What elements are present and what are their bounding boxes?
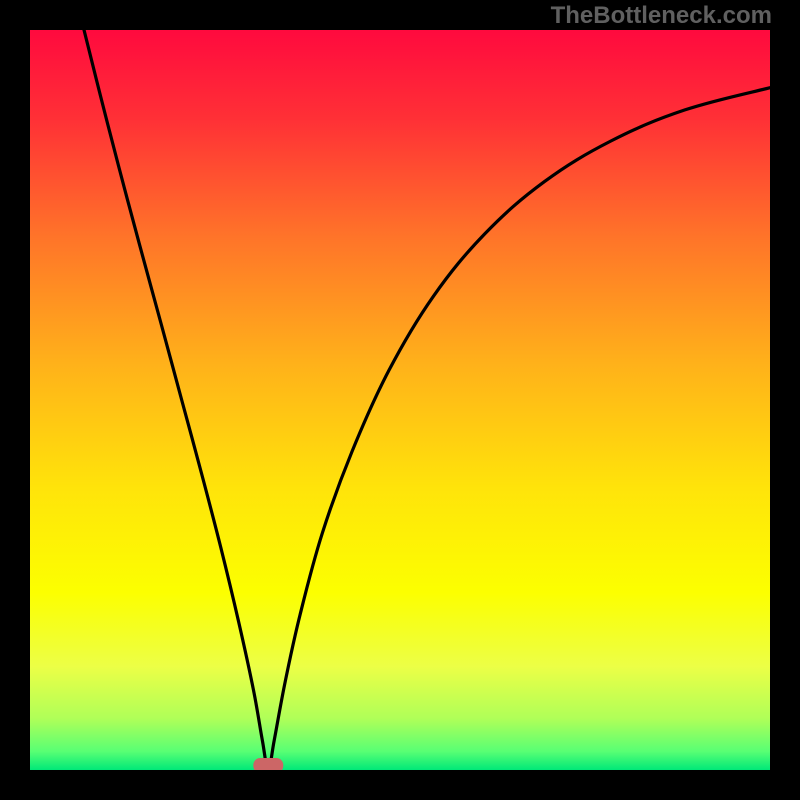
optimum-marker	[253, 758, 283, 773]
watermark-text: TheBottleneck.com	[551, 2, 772, 30]
chart-svg	[0, 0, 800, 800]
plot-background	[30, 30, 770, 770]
chart-frame: TheBottleneck.com	[0, 0, 800, 800]
